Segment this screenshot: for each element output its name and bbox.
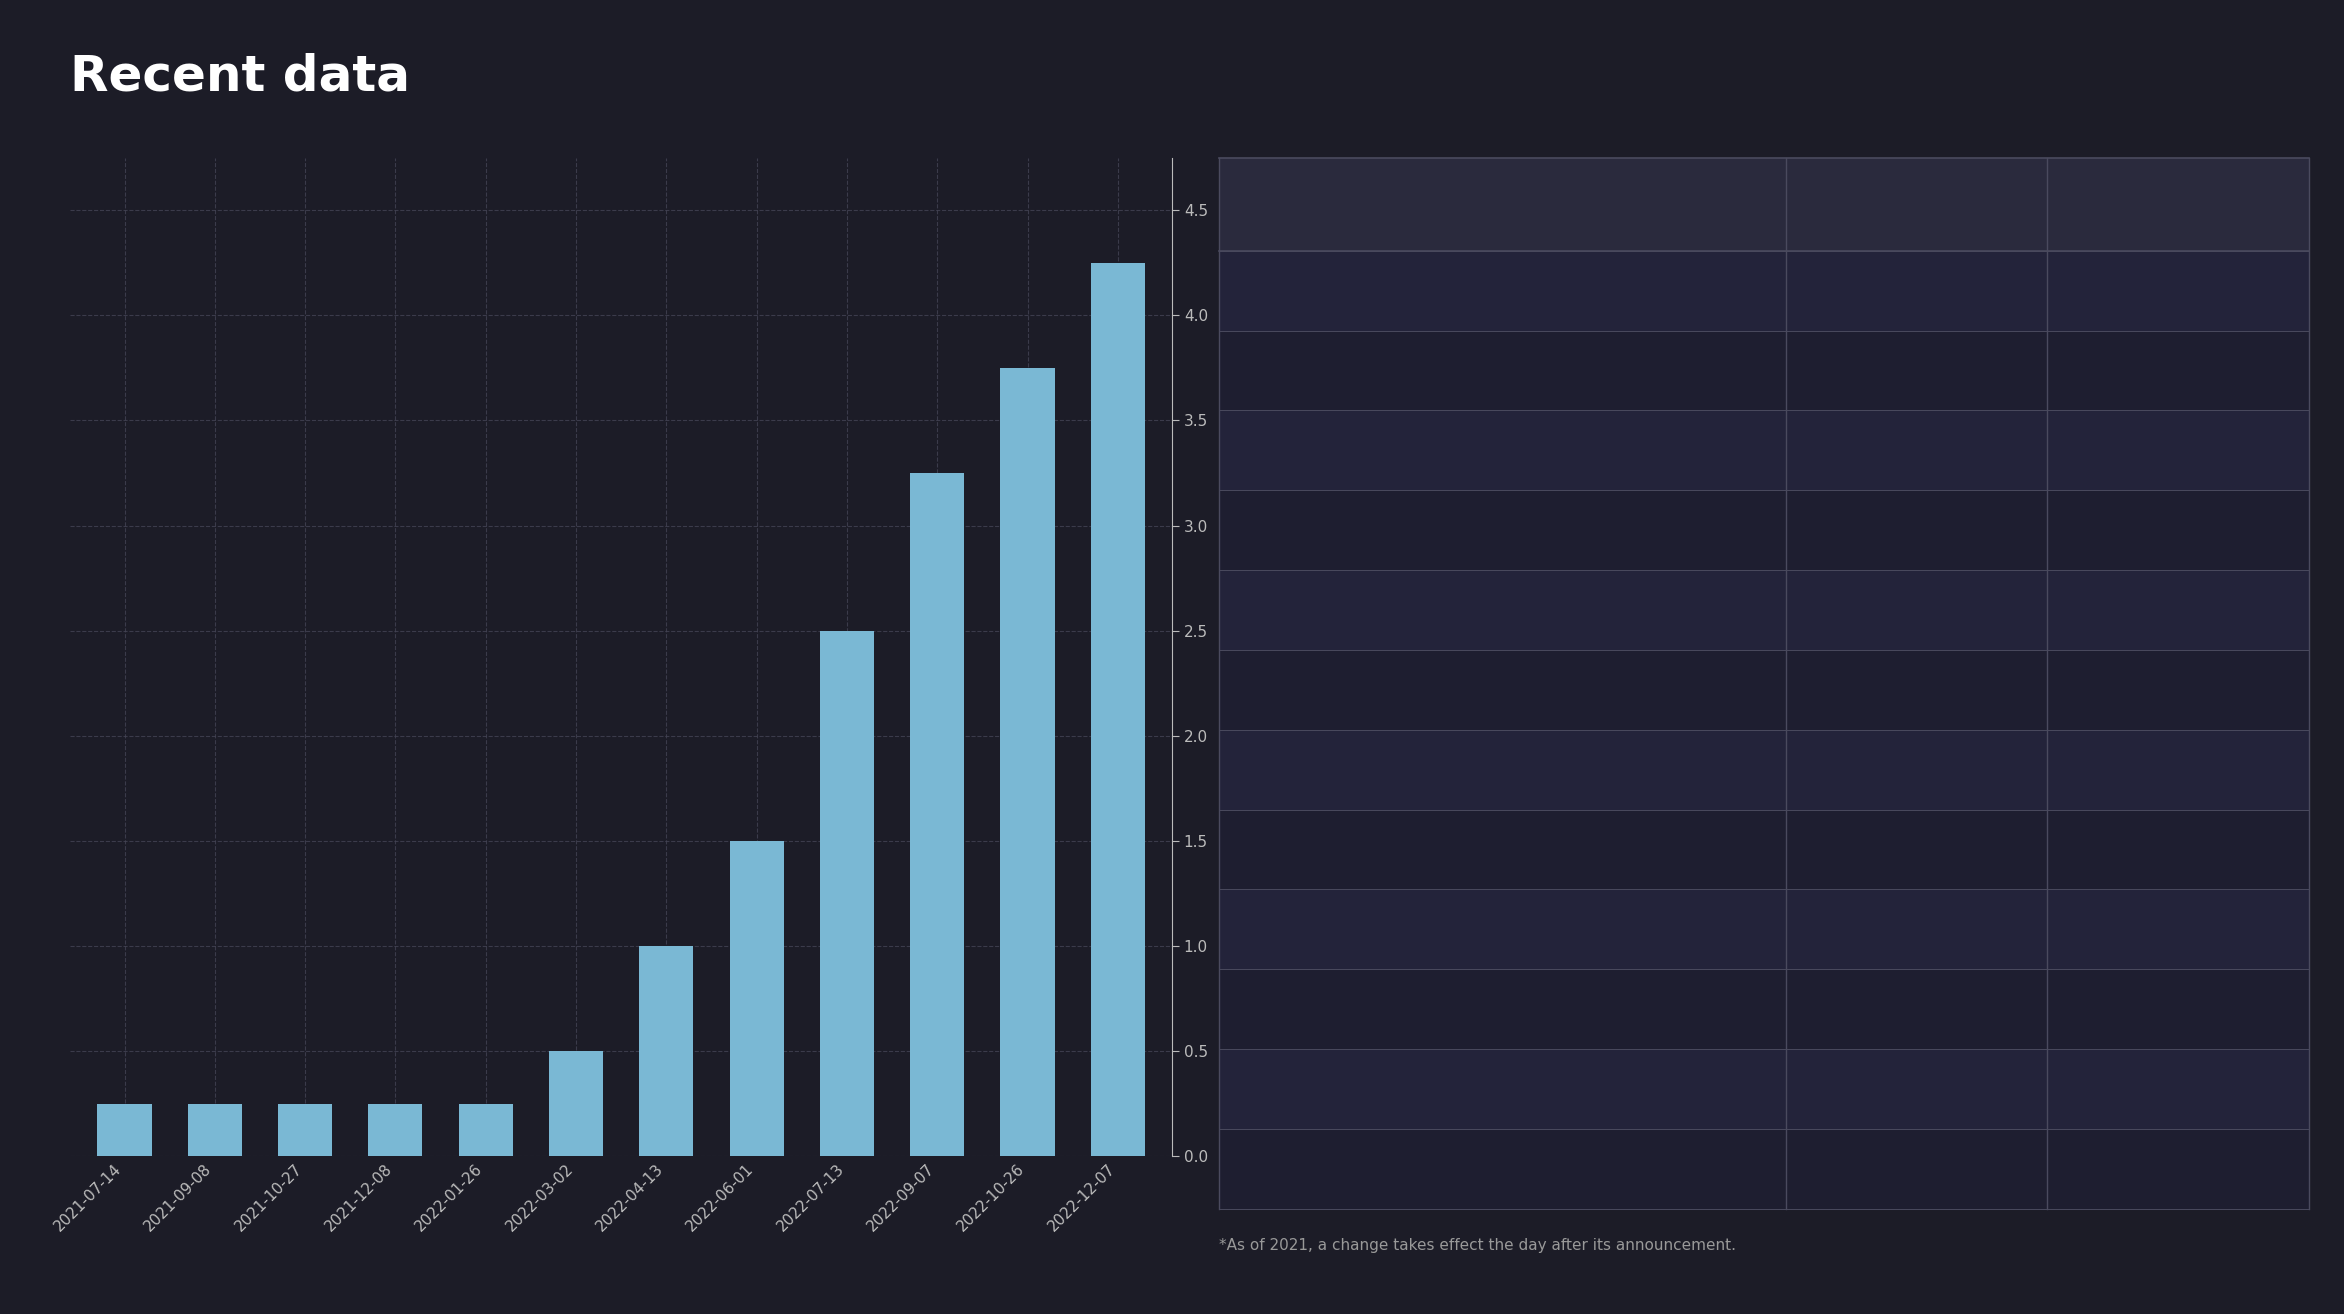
Text: ---: --- (2070, 1080, 2089, 1099)
Text: 2.50: 2.50 (1810, 522, 1847, 539)
Text: January 26, 2022: January 26, 2022 (1242, 841, 1385, 858)
Text: 0.25: 0.25 (1810, 841, 1847, 858)
Text: October 26, 2022: October 26, 2022 (1242, 361, 1388, 380)
Text: Recent data: Recent data (70, 53, 410, 101)
Text: April 13, 2022: April 13, 2022 (1242, 681, 1360, 699)
Bar (188, 1104, 241, 1156)
Text: 1.50: 1.50 (1810, 600, 1847, 619)
Text: +0.50: +0.50 (2070, 361, 2121, 380)
Text: September 8, 2021: September 8, 2021 (1242, 1080, 1404, 1099)
Text: ---: --- (2070, 841, 2089, 858)
Text: 0.25: 0.25 (1810, 1080, 1847, 1099)
Text: December 7, 2022: December 7, 2022 (1242, 281, 1397, 300)
Text: +0.75: +0.75 (2070, 442, 2121, 460)
Text: 3.75: 3.75 (1810, 361, 1847, 380)
Text: March 2, 2022: March 2, 2022 (1242, 761, 1362, 779)
Text: ---: --- (2070, 920, 2089, 938)
Text: 0.25: 0.25 (1810, 920, 1847, 938)
Text: June 1, 2022: June 1, 2022 (1242, 600, 1348, 619)
Bar (368, 1104, 422, 1156)
Text: +0.50: +0.50 (2070, 600, 2121, 619)
Bar (909, 473, 963, 1156)
Bar (729, 841, 783, 1156)
Bar (820, 631, 874, 1156)
Bar (98, 1104, 152, 1156)
Text: *As of 2021, a change takes effect the day after its announcement.: *As of 2021, a change takes effect the d… (1219, 1238, 1737, 1252)
Text: Change (%): Change (%) (2070, 196, 2187, 213)
Text: Date*: Date* (1242, 196, 1299, 213)
Text: Target (%): Target (%) (1810, 196, 1915, 213)
Text: July 13, 2022: July 13, 2022 (1242, 522, 1352, 539)
Text: 0.50: 0.50 (1810, 761, 1845, 779)
Text: September 7, 2022: September 7, 2022 (1242, 442, 1404, 460)
Text: +1.00: +1.00 (2070, 522, 2121, 539)
Bar (459, 1104, 513, 1156)
Bar (1001, 368, 1055, 1156)
Text: October 27, 2021: October 27, 2021 (1242, 1000, 1388, 1018)
Bar (548, 1051, 602, 1156)
Text: December 8, 2021: December 8, 2021 (1242, 920, 1397, 938)
Text: 0.25: 0.25 (1810, 1160, 1847, 1177)
Text: +0.25: +0.25 (2070, 761, 2121, 779)
Text: +0.50: +0.50 (2070, 281, 2121, 300)
Bar (640, 946, 694, 1156)
Text: 0.25: 0.25 (1810, 1000, 1847, 1018)
Text: ---: --- (2070, 1000, 2089, 1018)
Text: July 14, 2021: July 14, 2021 (1242, 1160, 1352, 1177)
Text: 4.25: 4.25 (1810, 281, 1847, 300)
Text: +0.50: +0.50 (2070, 681, 2121, 699)
Text: 1.00: 1.00 (1810, 681, 1847, 699)
Text: ---: --- (2070, 1160, 2089, 1177)
Bar (279, 1104, 333, 1156)
Bar (1090, 263, 1144, 1156)
Text: 3.25: 3.25 (1810, 442, 1847, 460)
